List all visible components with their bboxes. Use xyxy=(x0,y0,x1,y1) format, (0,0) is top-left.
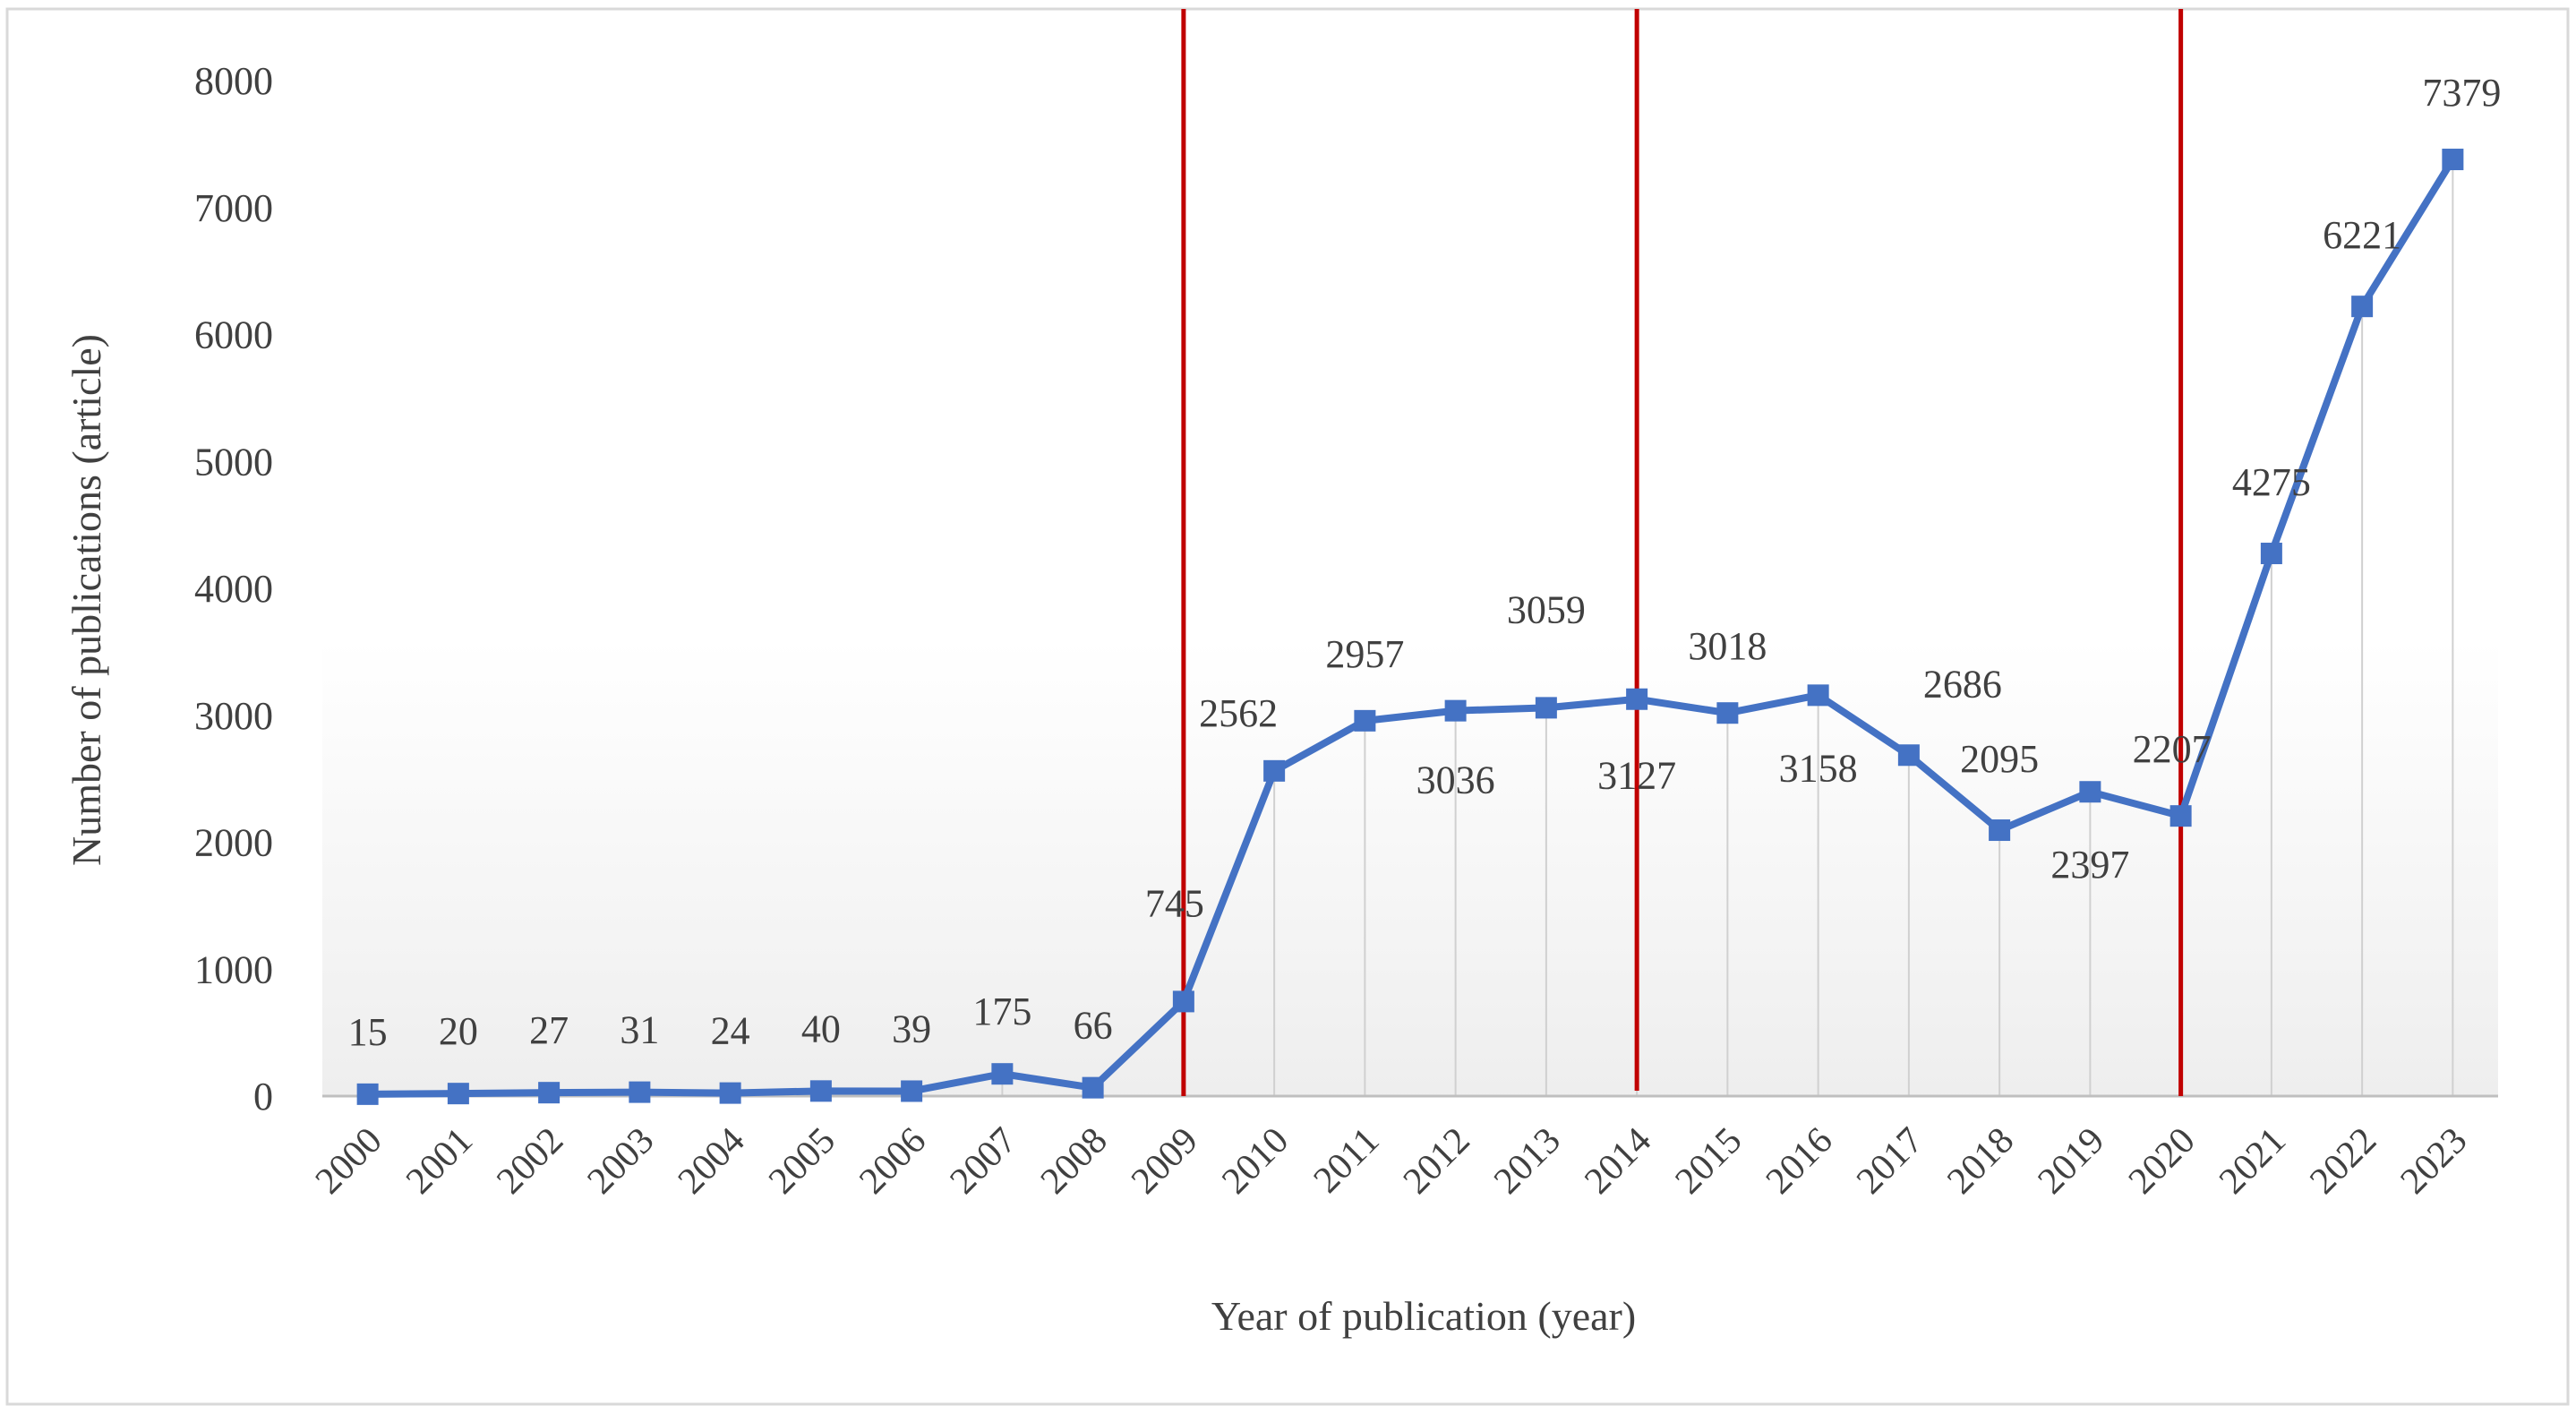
data-label-2003: 31 xyxy=(620,1008,659,1052)
data-label-2012: 3036 xyxy=(1416,758,1495,802)
data-label-2010: 2562 xyxy=(1199,691,1278,735)
data-point-2017 xyxy=(1897,744,1920,767)
y-tick-label: 7000 xyxy=(194,186,273,230)
data-label-2021: 4275 xyxy=(2232,460,2311,504)
series-line xyxy=(367,157,2456,1098)
y-tick-label: 3000 xyxy=(194,694,273,738)
data-label-2013: 3059 xyxy=(1507,587,1586,631)
y-tick-label: 4000 xyxy=(194,567,273,611)
data-point-2003 xyxy=(629,1081,651,1103)
y-tick-label: 5000 xyxy=(194,440,273,484)
data-point-2000 xyxy=(356,1083,379,1105)
data-label-2019: 2397 xyxy=(2050,843,2129,887)
data-label-2017: 2686 xyxy=(1923,662,2002,706)
data-point-2004 xyxy=(719,1082,741,1104)
data-point-2023 xyxy=(2442,149,2464,171)
data-point-2014 xyxy=(1626,688,1648,710)
data-point-2009 xyxy=(1172,990,1194,1013)
data-point-2001 xyxy=(447,1083,469,1105)
data-point-2015 xyxy=(1716,702,1739,724)
y-tick-labels: 0 1000 2000 3000 4000 5000 6000 7000 8000 xyxy=(194,59,273,1118)
data-point-2011 xyxy=(1354,709,1376,732)
data-point-2002 xyxy=(538,1082,561,1104)
data-label-2016: 3158 xyxy=(1779,746,1858,790)
data-point-2010 xyxy=(1263,759,1286,782)
data-label-2005: 40 xyxy=(801,1007,841,1050)
data-label-2008: 66 xyxy=(1074,1004,1113,1048)
data-point-2007 xyxy=(991,1063,1014,1085)
y-tick-label: 6000 xyxy=(194,313,273,357)
y-tick-label: 0 xyxy=(253,1075,273,1118)
data-label-2015: 3018 xyxy=(1688,624,1767,668)
data-point-2012 xyxy=(1444,699,1467,722)
data-point-2021 xyxy=(2260,543,2282,565)
period-markers xyxy=(1181,9,2184,1096)
data-point-2019 xyxy=(2079,781,2101,803)
data-point-2006 xyxy=(901,1080,923,1102)
data-label-2022: 6221 xyxy=(2323,213,2401,257)
data-label-2014: 3127 xyxy=(1597,754,1676,798)
data-label-2011: 2957 xyxy=(1325,632,1404,676)
data-label-2018: 2095 xyxy=(1960,737,2039,781)
data-label-2000: 15 xyxy=(348,1010,388,1054)
data-label-2001: 20 xyxy=(439,1009,478,1053)
y-tick-label: 8000 xyxy=(194,59,273,103)
data-label-2002: 27 xyxy=(529,1008,569,1052)
data-point-2020 xyxy=(2169,805,2192,827)
data-label-2009: 745 xyxy=(1145,881,1204,925)
data-point-2016 xyxy=(1807,684,1829,707)
data-label-2023: 7379 xyxy=(2422,71,2501,115)
data-points xyxy=(356,149,2464,1105)
data-point-2018 xyxy=(1989,819,2011,842)
y-tick-label: 1000 xyxy=(194,947,273,991)
data-point-2008 xyxy=(1082,1076,1104,1099)
y-tick-label: 2000 xyxy=(194,821,273,865)
data-point-2005 xyxy=(809,1080,832,1102)
plot-area xyxy=(322,394,2498,1097)
data-label-2004: 24 xyxy=(711,1009,750,1053)
data-label-2020: 2207 xyxy=(2133,727,2212,771)
data-label-2006: 39 xyxy=(892,1007,931,1050)
data-point-2013 xyxy=(1535,697,1557,719)
series-line-group xyxy=(367,157,2456,1098)
data-labels: 15 20 27 31 24 40 39 175 66 745 2562 2957 3036 3059 31… xyxy=(348,71,2502,1054)
data-point-2022 xyxy=(2351,296,2374,318)
data-label-2007: 175 xyxy=(972,990,1031,1033)
x-axis-title: Year of publication (year) xyxy=(1211,1293,1636,1339)
y-axis-title: Number of publications (article) xyxy=(64,334,109,866)
